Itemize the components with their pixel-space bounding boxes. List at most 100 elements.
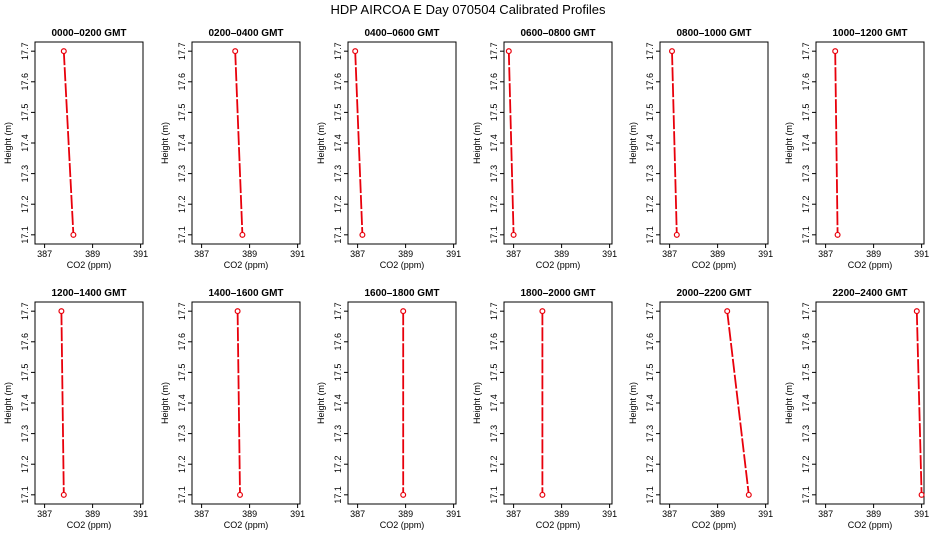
y-tick-label: 17.3 [801, 425, 811, 443]
data-point [510, 231, 517, 238]
y-tick-label: 17.1 [177, 226, 187, 244]
y-tick-label: 17.1 [645, 226, 655, 244]
y-tick-label: 17.7 [177, 302, 187, 320]
y-tick-label: 17.5 [177, 364, 187, 382]
x-tick-label: 391 [133, 509, 148, 519]
y-axis-label: Height (m) [3, 382, 13, 424]
y-tick-label: 17.2 [489, 455, 499, 473]
data-point [539, 308, 546, 315]
y-tick-label: 17.6 [489, 73, 499, 91]
x-axis-label: CO2 (ppm) [380, 260, 425, 270]
x-tick-label: 387 [350, 509, 365, 519]
panel-12: 2200–2400 GMT 387 389 391 17.1 17.2 17.3 17.4 17… [784, 288, 929, 530]
data-point [239, 231, 246, 238]
y-tick-label: 17.2 [645, 455, 655, 473]
y-tick-label: 17.4 [801, 134, 811, 152]
data-point [400, 491, 407, 498]
y-tick-label: 17.5 [20, 104, 30, 122]
y-tick-label: 17.2 [645, 195, 655, 213]
y-tick-label: 17.4 [645, 394, 655, 412]
panel-title: 0400–0600 GMT [364, 28, 439, 39]
x-tick-label: 387 [350, 249, 365, 259]
y-tick-label: 17.4 [20, 394, 30, 412]
y-axis-label: Height (m) [472, 122, 482, 164]
panel-title: 1600–1800 GMT [364, 288, 439, 299]
data-point [60, 48, 67, 55]
y-tick-label: 17.7 [333, 42, 343, 60]
profile-line [915, 311, 923, 495]
profile-line [62, 51, 75, 235]
panel-frame [815, 301, 925, 505]
y-tick-label: 17.5 [801, 104, 811, 122]
x-tick-label: 391 [758, 509, 773, 519]
y-tick-label: 17.3 [177, 425, 187, 443]
data-point [237, 491, 244, 498]
y-tick-label: 17.7 [801, 302, 811, 320]
y-axis-label: Height (m) [160, 382, 170, 424]
y-tick-label: 17.6 [645, 333, 655, 351]
x-tick-label: 391 [290, 249, 305, 259]
y-axis-label: Height (m) [628, 122, 638, 164]
y-tick-label: 17.5 [645, 104, 655, 122]
profile-line [671, 51, 678, 235]
y-axis-label: Height (m) [316, 382, 326, 424]
y-axis-label: Height (m) [784, 382, 794, 424]
panel-title: 1400–1600 GMT [208, 288, 283, 299]
x-tick-label: 391 [602, 249, 617, 259]
x-tick-label: 389 [554, 509, 569, 519]
y-tick-label: 17.2 [489, 195, 499, 213]
panel-title: 0600–0800 GMT [520, 28, 595, 39]
y-tick-label: 17.5 [333, 364, 343, 382]
profile-line [834, 51, 839, 235]
data-point [234, 308, 241, 315]
y-tick-label: 17.1 [20, 486, 30, 504]
panel-2: 0200–0400 GMT 387 389 391 17.1 17.2 17.3 17.4 17… [160, 28, 305, 270]
x-axis-label: CO2 (ppm) [536, 520, 581, 530]
data-point [60, 491, 67, 498]
x-axis-label: CO2 (ppm) [224, 260, 269, 270]
data-point [400, 308, 407, 315]
data-point [913, 308, 920, 315]
y-tick-label: 17.4 [801, 394, 811, 412]
x-tick-label: 389 [398, 249, 413, 259]
data-point [539, 491, 546, 498]
panel-4: 0600–0800 GMT 387 389 391 17.1 17.2 17.3 17.4 17… [472, 28, 617, 270]
profile-line [507, 51, 515, 235]
y-tick-label: 17.7 [489, 302, 499, 320]
y-tick-label: 17.4 [645, 134, 655, 152]
y-tick-label: 17.2 [20, 195, 30, 213]
figure-title: HDP AIRCOA E Day 070504 Calibrated Profi… [330, 2, 606, 17]
x-tick-label: 391 [446, 509, 461, 519]
y-tick-label: 17.7 [20, 42, 30, 60]
data-point [745, 491, 752, 498]
y-tick-label: 17.4 [333, 134, 343, 152]
panel-frame [191, 301, 301, 505]
y-tick-label: 17.5 [20, 364, 30, 382]
y-tick-label: 17.5 [489, 364, 499, 382]
x-tick-label: 391 [602, 509, 617, 519]
x-tick-label: 389 [710, 249, 725, 259]
y-tick-label: 17.1 [20, 226, 30, 244]
panel-frame [347, 41, 457, 245]
y-tick-label: 17.3 [645, 165, 655, 183]
x-tick-label: 391 [446, 249, 461, 259]
y-tick-label: 17.1 [489, 486, 499, 504]
y-tick-label: 17.2 [333, 455, 343, 473]
data-point [505, 48, 512, 55]
panel-frame [34, 41, 144, 245]
x-tick-label: 387 [194, 249, 209, 259]
y-tick-label: 17.2 [333, 195, 343, 213]
panel-9: 1600–1800 GMT 387 389 391 17.1 17.2 17.3 17.4 17… [316, 288, 461, 530]
panel-3: 0400–0600 GMT 387 389 391 17.1 17.2 17.3 17.4 17… [316, 28, 461, 270]
x-tick-label: 389 [398, 509, 413, 519]
y-tick-label: 17.4 [489, 134, 499, 152]
y-tick-label: 17.1 [489, 226, 499, 244]
profile-line [236, 311, 241, 495]
y-tick-label: 17.7 [20, 302, 30, 320]
y-tick-label: 17.3 [489, 425, 499, 443]
x-axis-label: CO2 (ppm) [67, 520, 112, 530]
x-tick-label: 387 [37, 249, 52, 259]
panel-title: 2200–2400 GMT [832, 288, 907, 299]
x-tick-label: 387 [506, 249, 521, 259]
